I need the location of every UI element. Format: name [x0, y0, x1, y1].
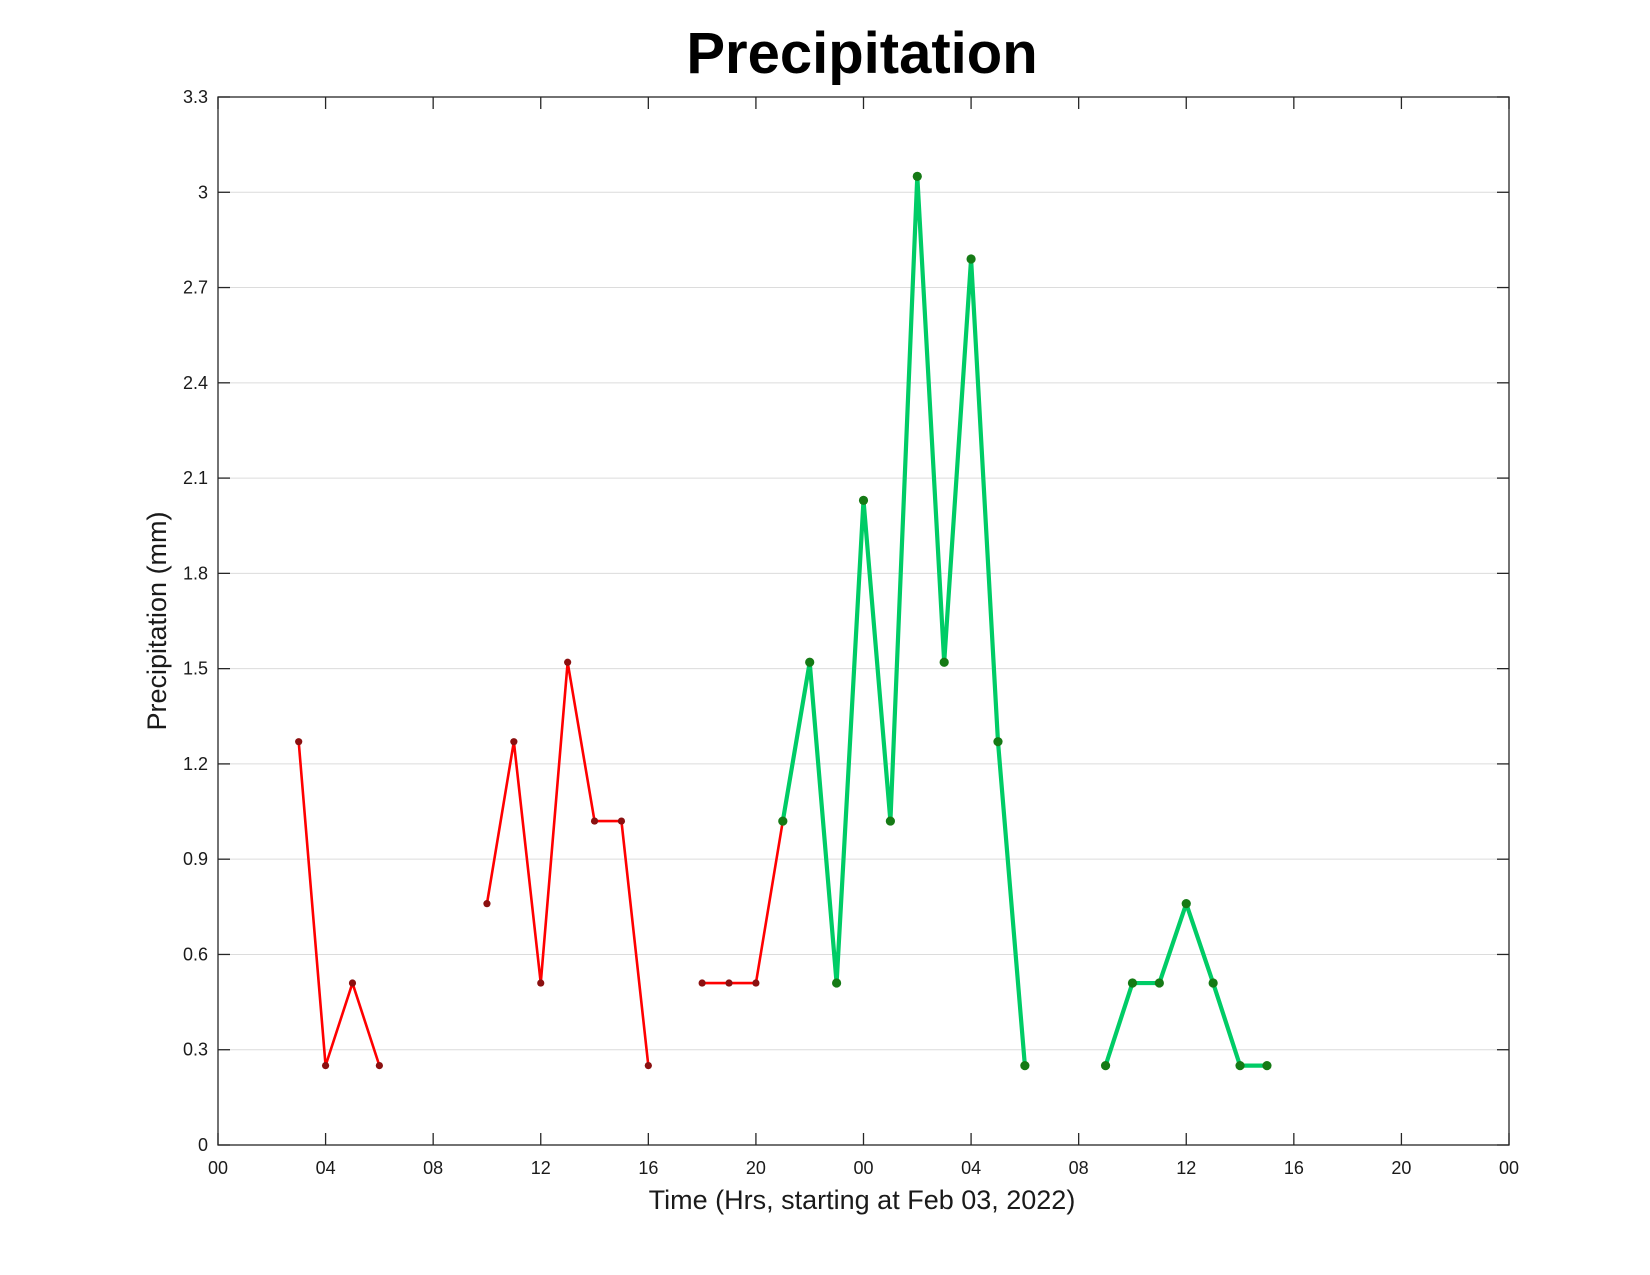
data-point	[1208, 978, 1218, 988]
x-tick-label: 08	[1069, 1158, 1089, 1178]
y-tick-label: 2.4	[183, 373, 208, 393]
data-point	[321, 1062, 330, 1070]
chart-title: Precipitation	[686, 21, 1037, 86]
data-point	[993, 737, 1003, 747]
data-point	[939, 657, 949, 667]
gridlines	[218, 191, 1509, 1051]
data-point	[510, 738, 518, 746]
axis-ticks: 0 0.3 0.6 0.9 1.2 1.5 1.8 2.1 2.4 2.7 3 3.3 00 04 08 12…	[183, 87, 1519, 1178]
data-point	[858, 495, 869, 505]
data-point	[537, 979, 545, 987]
data-point	[1262, 1061, 1272, 1071]
x-tick-label: 12	[531, 1158, 551, 1178]
x-tick-label: 04	[961, 1158, 981, 1178]
x-tick-label: 00	[1499, 1158, 1519, 1178]
series-line	[780, 174, 1027, 1068]
data-point	[966, 254, 976, 264]
data-point	[725, 979, 733, 987]
x-tick-label: 16	[1284, 1158, 1304, 1178]
data-point	[805, 657, 815, 667]
data-point	[752, 979, 760, 987]
x-tick-label: 20	[1391, 1158, 1411, 1178]
data-point	[1235, 1061, 1245, 1071]
y-tick-label: 3.3	[183, 87, 208, 107]
data-point	[778, 816, 788, 826]
y-tick-label: 0.9	[183, 849, 208, 869]
y-tick-label: 2.1	[183, 468, 208, 488]
data-point	[912, 171, 922, 181]
series-line	[700, 819, 785, 985]
x-tick-label: 16	[638, 1158, 658, 1178]
x-tick-label: 08	[423, 1158, 443, 1178]
x-tick-label: 04	[316, 1158, 336, 1178]
data-point	[1154, 978, 1164, 988]
x-tick-label: 12	[1176, 1158, 1196, 1178]
x-tick-label: 20	[746, 1158, 766, 1178]
x-tick-label: 00	[853, 1158, 873, 1178]
x-tick-label: 00	[208, 1158, 228, 1178]
data-point	[617, 817, 626, 825]
series-layer	[295, 171, 1272, 1071]
x-axis-label: Time (Hrs, starting at Feb 03, 2022)	[649, 1185, 1076, 1215]
y-tick-label: 1.2	[183, 754, 208, 774]
plot-frame	[217, 96, 1510, 1146]
y-tick-label: 0.6	[183, 944, 208, 964]
data-point	[564, 658, 572, 666]
data-point	[1100, 1061, 1111, 1071]
data-point	[375, 1062, 383, 1070]
data-point	[348, 979, 357, 987]
data-point	[1127, 978, 1138, 988]
y-tick-label: 0.3	[183, 1040, 208, 1060]
data-point	[832, 978, 842, 988]
data-point	[590, 817, 599, 825]
series-line	[485, 660, 650, 1067]
y-tick-label: 1.8	[183, 563, 208, 583]
y-axis-label: Precipitation (mm)	[142, 511, 172, 730]
y-tick-label: 2.7	[183, 278, 208, 298]
y-tick-label: 3	[198, 182, 208, 202]
data-point	[698, 979, 706, 987]
data-point	[295, 738, 303, 746]
data-point	[885, 816, 895, 826]
data-point	[1181, 899, 1191, 909]
series-line	[297, 740, 381, 1067]
y-tick-label: 1.5	[183, 659, 208, 679]
data-point	[1020, 1061, 1030, 1071]
data-point	[644, 1062, 652, 1070]
data-point	[483, 900, 491, 908]
y-tick-label: 0	[198, 1135, 208, 1155]
